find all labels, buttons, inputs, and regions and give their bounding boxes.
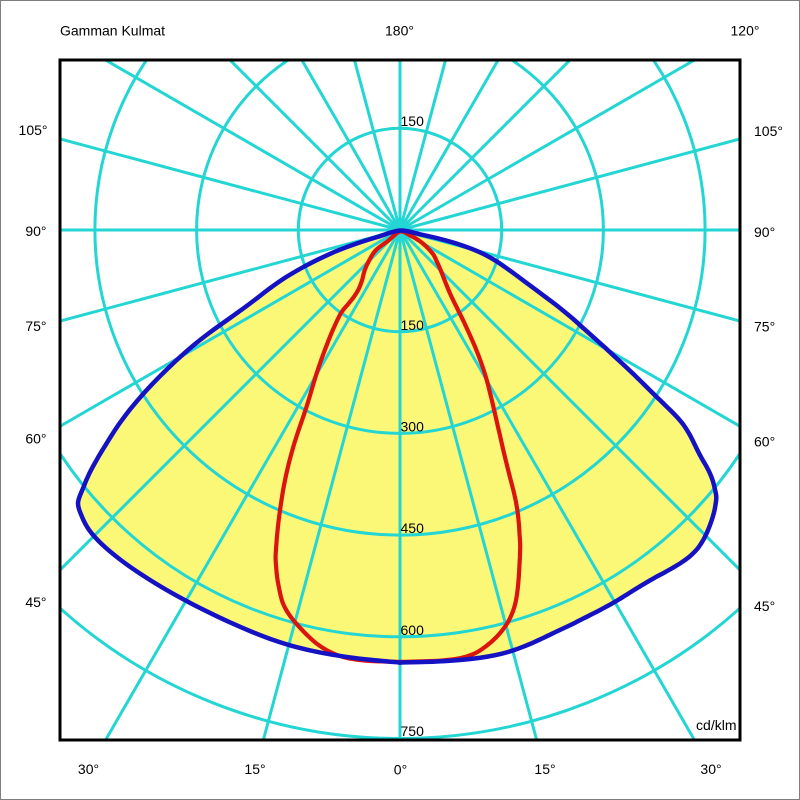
svg-text:300: 300 xyxy=(401,419,425,435)
svg-text:30°: 30° xyxy=(700,761,721,777)
svg-text:90°: 90° xyxy=(754,224,775,240)
svg-text:75°: 75° xyxy=(754,319,775,335)
svg-text:750: 750 xyxy=(401,723,425,739)
svg-text:15°: 15° xyxy=(244,761,265,777)
svg-text:75°: 75° xyxy=(25,318,46,334)
svg-text:cd/klm: cd/klm xyxy=(696,717,736,733)
svg-text:60°: 60° xyxy=(25,431,46,447)
svg-text:45°: 45° xyxy=(25,594,46,610)
svg-text:120°: 120° xyxy=(731,23,760,39)
svg-text:Gamman Kulmat: Gamman Kulmat xyxy=(60,23,165,39)
svg-text:150: 150 xyxy=(401,317,425,333)
svg-text:180°: 180° xyxy=(385,23,414,39)
svg-text:15°: 15° xyxy=(534,761,555,777)
svg-text:45°: 45° xyxy=(754,598,775,614)
svg-text:0°: 0° xyxy=(394,762,407,778)
svg-text:150: 150 xyxy=(401,113,425,129)
svg-text:60°: 60° xyxy=(754,434,775,450)
svg-text:450: 450 xyxy=(401,520,425,536)
svg-text:90°: 90° xyxy=(25,223,46,239)
svg-text:105°: 105° xyxy=(754,123,783,139)
svg-text:105°: 105° xyxy=(19,122,48,138)
svg-text:600: 600 xyxy=(401,622,425,638)
svg-text:30°: 30° xyxy=(78,761,99,777)
